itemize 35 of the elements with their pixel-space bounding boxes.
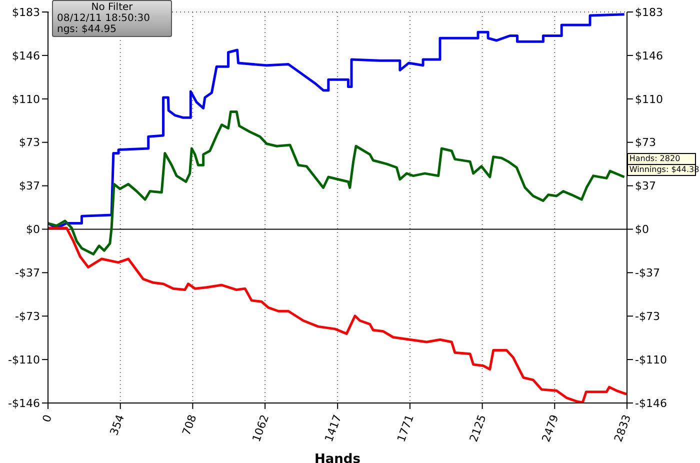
y2-tick-label: -$146 [635,396,667,410]
x-tick-label: 708 [180,412,200,438]
y-tick-label: $146 [12,49,40,62]
x-tick-label: 1417 [322,412,344,444]
x-tick-label: 1771 [394,412,417,444]
y2-tick-label: -$37 [635,266,660,280]
y-tick-label: $0 [26,223,40,236]
x-tick-label: 2833 [612,412,634,444]
y2-tick-label: $37 [635,180,656,193]
y-tick-label: -$110 [8,353,40,366]
x-axis-title: Hands [314,452,361,463]
y2-tick-label: -$73 [635,310,660,324]
x-tick-label: 354 [108,412,127,438]
info-box: No Filter 08/12/11 18:50:30 ngs: $44.95 [52,0,172,37]
y-tick-label: -$37 [15,266,40,280]
x-tick-label: 0 [40,412,55,424]
y-tick-label: -$73 [15,310,40,324]
annotation: No Filter [90,2,134,13]
x-tick-label: 1062 [250,412,272,444]
x-tick-label: 2125 [467,412,489,444]
y-tick-label: $73 [19,136,40,150]
annotation: 08/12/11 18:50:30 [57,13,152,24]
y2-tick-label: $73 [635,136,656,150]
x-tick-label: 2479 [539,412,562,444]
y2-tick-label: $183 [635,6,663,19]
y-tick-label: $37 [19,180,40,193]
y2-tick-label: $146 [635,49,663,62]
y2-tick-label: $0 [635,223,649,236]
y-tick-label: $183 [12,6,40,19]
hover-box: Hands: 2820 [627,152,696,165]
y-tick-label: -$146 [8,396,40,410]
y2-tick-label: $110 [635,92,663,106]
y2-tick-label: -$110 [635,353,667,366]
y-tick-label: $110 [12,92,40,106]
annotation: ngs: $44.95 [57,24,118,35]
